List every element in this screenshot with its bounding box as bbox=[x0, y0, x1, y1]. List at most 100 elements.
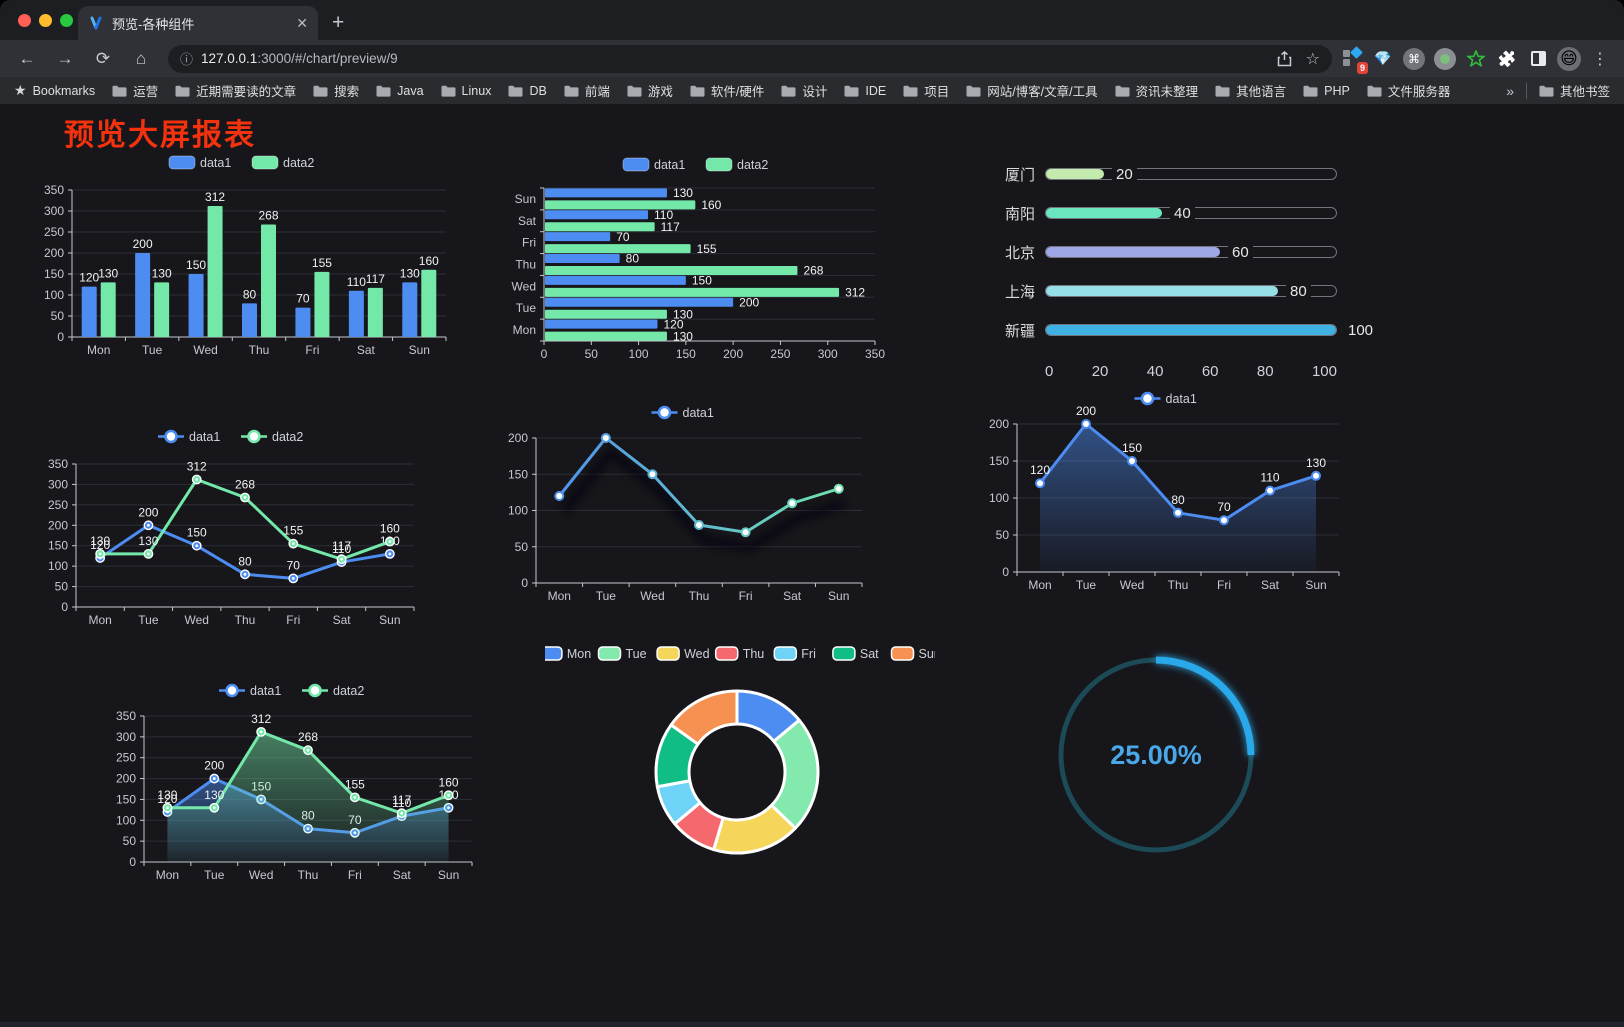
traffic-light-zoom[interactable] bbox=[60, 14, 73, 27]
extension-command-icon[interactable]: ⌘ bbox=[1402, 47, 1426, 71]
bookmark-folder-label: Java bbox=[397, 83, 424, 98]
bookmark-folder[interactable]: 软件/硬件 bbox=[690, 81, 764, 100]
bookmark-folder[interactable]: 前端 bbox=[564, 81, 610, 100]
new-tab-button[interactable]: + bbox=[332, 11, 345, 34]
url-path: :3000/#/chart/preview/9 bbox=[257, 51, 398, 66]
svg-text:50: 50 bbox=[996, 528, 1010, 542]
other-bookmarks[interactable]: 其他书签 bbox=[1539, 81, 1610, 100]
area-line-chart[interactable]: data1 0 50 100 150 200 Mon Tue Wed Thu Fri Sat Sun 12… bbox=[975, 390, 1361, 600]
bookmark-folder-label: DB bbox=[529, 83, 547, 98]
url-bar[interactable]: ⓘ 127.0.0.1:3000/#/chart/preview/9 ☆ bbox=[168, 44, 1332, 73]
back-button[interactable]: ← bbox=[18, 48, 36, 68]
two-series-area-chart[interactable]: data1 data2 0 50 100 150 200 250 300 350 Mon Tue Wed… bbox=[100, 678, 488, 890]
svg-text:data2: data2 bbox=[333, 684, 364, 698]
horizontal-bar-chart[interactable]: data1 data2 Sun Sat Fri Thu Wed Tue Mon 0 50 100 150… bbox=[503, 152, 893, 366]
forward-button[interactable]: → bbox=[56, 48, 74, 68]
bookmark-folder[interactable]: Linux bbox=[441, 84, 491, 98]
bookmark-folder[interactable]: 设计 bbox=[781, 81, 827, 100]
home-button[interactable]: ⌂ bbox=[135, 48, 147, 68]
site-info-icon[interactable]: ⓘ bbox=[180, 52, 194, 67]
svg-text:Sun: Sun bbox=[438, 868, 459, 882]
menu-kebab-icon[interactable]: ⋮ bbox=[1592, 50, 1608, 68]
bookmark-folder[interactable]: Java bbox=[376, 83, 424, 98]
tab-favicon bbox=[90, 16, 102, 30]
gradient-line-chart[interactable]: data1 0 50 100 150 200 Mon Tue Wed Thu Fri Sat Sun bbox=[492, 402, 878, 616]
page-title: 预览大屏报表 bbox=[64, 119, 256, 152]
two-series-line-chart[interactable]: data1 data2 0 50 100 150 200 250 300 350 Mon Tue Wed… bbox=[34, 428, 432, 636]
bookmark-star-icon[interactable]: ☆ bbox=[1305, 50, 1320, 68]
svg-text:data1: data1 bbox=[683, 406, 714, 420]
svg-text:100: 100 bbox=[116, 813, 136, 827]
bookmark-folder-label: 游戏 bbox=[647, 85, 673, 99]
traffic-light-minimize[interactable] bbox=[39, 14, 52, 27]
svg-text:Sun: Sun bbox=[1305, 578, 1326, 592]
extension-badge: 9 bbox=[1356, 61, 1368, 74]
svg-text:25.00%: 25.00% bbox=[1110, 740, 1202, 770]
svg-text:268: 268 bbox=[258, 208, 278, 222]
dashboard-page: 预览大屏报表 data1 data2 0 50 100 150 200 250 300 350 Mo… bbox=[0, 104, 1624, 1027]
svg-text:150: 150 bbox=[508, 467, 528, 481]
svg-text:Mon: Mon bbox=[567, 647, 591, 661]
bookmark-folder[interactable]: PHP bbox=[1303, 84, 1350, 98]
svg-text:0: 0 bbox=[57, 330, 64, 344]
svg-text:100: 100 bbox=[508, 504, 528, 518]
svg-text:Tue: Tue bbox=[596, 589, 617, 603]
svg-text:117: 117 bbox=[332, 539, 351, 553]
extension-green-star-icon[interactable] bbox=[1464, 47, 1488, 71]
svg-text:data1: data1 bbox=[1166, 392, 1197, 406]
svg-text:117: 117 bbox=[392, 793, 411, 807]
svg-text:250: 250 bbox=[48, 498, 68, 512]
svg-text:350: 350 bbox=[48, 457, 68, 471]
browser-tab[interactable]: 预览-各种组件 ✕ bbox=[78, 6, 318, 40]
url-host: 127.0.0.1 bbox=[201, 51, 258, 66]
extension-gem-icon[interactable]: 💎 bbox=[1374, 50, 1392, 66]
svg-text:130: 130 bbox=[152, 266, 172, 280]
svg-text:110: 110 bbox=[392, 796, 411, 810]
svg-text:110: 110 bbox=[1260, 471, 1279, 485]
bookmark-folder[interactable]: 运营 bbox=[112, 81, 158, 100]
svg-text:200: 200 bbox=[44, 246, 64, 260]
svg-text:Thu: Thu bbox=[1168, 578, 1189, 592]
bookmarks-overflow-chevron[interactable]: » bbox=[1506, 82, 1514, 99]
bookmark-folder[interactable]: 资讯未整理 bbox=[1115, 81, 1198, 100]
bookmark-folder[interactable]: DB bbox=[508, 83, 547, 98]
svg-text:155: 155 bbox=[345, 777, 365, 791]
bookmark-folder[interactable]: 游戏 bbox=[627, 81, 673, 100]
extensions-puzzle-icon[interactable]: 🧩 bbox=[1497, 50, 1517, 68]
svg-text:150: 150 bbox=[186, 258, 206, 272]
divider bbox=[1525, 82, 1527, 99]
svg-text:350: 350 bbox=[116, 709, 136, 723]
tab-close-icon[interactable]: ✕ bbox=[296, 14, 308, 31]
grouped-bar-chart[interactable]: data1 data2 0 50 100 150 200 250 300 350 Mon Tue Wed… bbox=[28, 150, 460, 366]
reload-button[interactable]: ⟳ bbox=[95, 48, 111, 68]
donut-pie-chart[interactable]: Mon Tue Wed Thu Fri Sat Sun bbox=[539, 639, 941, 969]
gauge-chart[interactable]: 25.00% bbox=[1046, 649, 1266, 873]
bookmark-folder[interactable]: IDE bbox=[844, 84, 886, 98]
bookmarks-list: ★ Bookmarks 运营 近期需要读的文章 搜索 Java Linux DB… bbox=[14, 81, 1496, 100]
bookmark-folder[interactable]: 项目 bbox=[903, 81, 949, 100]
bookmark-folder[interactable]: 搜索 bbox=[313, 81, 359, 100]
bookmark-folder[interactable]: 网站/博客/文章/工具 bbox=[966, 81, 1098, 100]
bookmark-folder[interactable]: 近期需要读的文章 bbox=[175, 81, 296, 100]
svg-text:130: 130 bbox=[673, 307, 693, 321]
profile-avatar[interactable]: 😄 bbox=[1557, 46, 1581, 71]
extension-grid-diamond-icon[interactable]: 9 bbox=[1340, 45, 1368, 74]
bookmarks-bar: ★ Bookmarks 运营 近期需要读的文章 搜索 Java Linux DB… bbox=[0, 77, 1624, 104]
traffic-light-close[interactable] bbox=[18, 14, 31, 27]
extension-recorder-icon[interactable] bbox=[1433, 47, 1457, 71]
svg-text:120: 120 bbox=[157, 792, 177, 806]
svg-text:250: 250 bbox=[770, 347, 790, 361]
bookmark-folder[interactable]: 其他语言 bbox=[1215, 81, 1286, 100]
svg-text:150: 150 bbox=[116, 792, 136, 806]
share-icon[interactable] bbox=[1277, 50, 1292, 67]
svg-text:Sat: Sat bbox=[333, 613, 352, 627]
bookmarks-manager[interactable]: ★ Bookmarks bbox=[14, 82, 95, 99]
reading-list-icon[interactable] bbox=[1526, 47, 1550, 71]
svg-text:200: 200 bbox=[133, 237, 153, 251]
bookmark-folder[interactable]: 文件服务器 bbox=[1367, 81, 1450, 100]
svg-text:130: 130 bbox=[138, 534, 158, 548]
svg-text:Fri: Fri bbox=[1217, 578, 1231, 592]
svg-text:Mon: Mon bbox=[87, 343, 110, 357]
progress-bar-chart[interactable]: 厦门 20 南阳 40 北京 60 上海 80 新疆 100 0 20 40 60 80 100 bbox=[985, 160, 1378, 490]
progress-row: 上海 80 bbox=[985, 283, 1337, 301]
